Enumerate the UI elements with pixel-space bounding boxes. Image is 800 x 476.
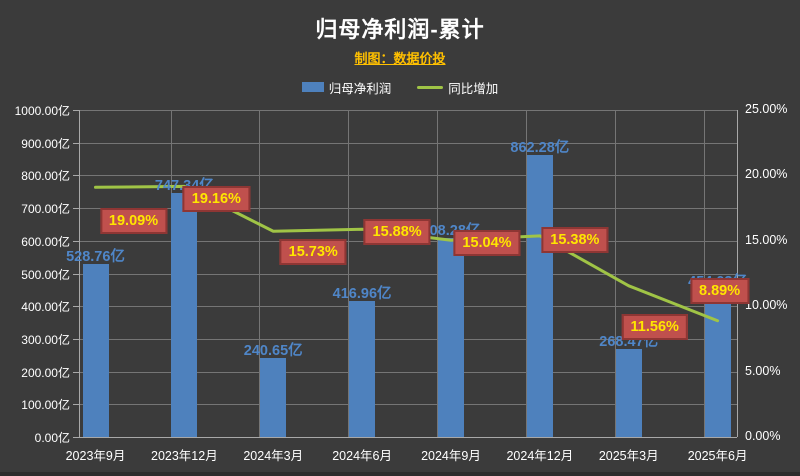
left-axis-label: 800.00亿 bbox=[21, 169, 70, 184]
chart-subtitle: 制图：数据价投 bbox=[0, 48, 800, 67]
vertical-gridline bbox=[437, 110, 439, 437]
left-axis-tick bbox=[73, 142, 80, 144]
bar-value-label: 862.28亿 bbox=[510, 140, 570, 157]
bar bbox=[437, 238, 464, 437]
bar bbox=[171, 192, 198, 437]
bar-series-swatch-icon bbox=[301, 82, 324, 92]
pct-callout-label: 15.88% bbox=[363, 219, 431, 246]
bar bbox=[704, 288, 731, 437]
horizontal-gridline bbox=[80, 273, 737, 275]
x-axis-label: 2025年3月 bbox=[598, 449, 659, 463]
left-axis-label: 200.00亿 bbox=[21, 365, 70, 380]
right-axis-label: 25.00% bbox=[745, 102, 788, 116]
left-axis-tick bbox=[73, 175, 80, 177]
pct-callout-label: 15.73% bbox=[279, 239, 347, 266]
horizontal-gridline bbox=[80, 371, 737, 373]
horizontal-gridline bbox=[80, 175, 737, 177]
right-axis-label: 20.00% bbox=[745, 167, 788, 182]
left-axis-label: 600.00亿 bbox=[21, 234, 70, 249]
bar bbox=[260, 358, 287, 437]
line-series-swatch-icon bbox=[417, 85, 444, 89]
chart-subtitle-text: 制图：数据价投 bbox=[354, 51, 446, 66]
bar bbox=[615, 349, 642, 437]
x-axis-label: 2024年9月 bbox=[421, 449, 481, 463]
left-axis-label: 1000.00亿 bbox=[14, 104, 70, 118]
pct-callout-label: 15.38% bbox=[541, 226, 609, 253]
bar bbox=[526, 155, 553, 437]
vertical-gridline bbox=[170, 110, 172, 437]
horizontal-gridline bbox=[80, 208, 737, 210]
left-axis-label: 500.00亿 bbox=[21, 267, 70, 282]
vertical-gridline bbox=[259, 110, 261, 437]
left-axis-tick bbox=[73, 110, 80, 111]
legend-label-net-profit: 归母净利润 bbox=[328, 81, 392, 96]
left-axis-tick bbox=[73, 404, 80, 406]
right-axis-line bbox=[737, 110, 738, 437]
pct-callout-label: 8.89% bbox=[690, 277, 750, 304]
legend-label-yoy-growth: 同比增加 bbox=[448, 81, 499, 96]
x-axis-label: 2025年6月 bbox=[687, 449, 748, 463]
left-axis-label: 100.00亿 bbox=[21, 398, 70, 413]
left-axis-tick bbox=[73, 240, 80, 242]
legend-item-net-profit: 归母净利润 bbox=[301, 78, 392, 97]
pct-callout-label: 11.56% bbox=[621, 313, 688, 340]
left-axis-tick bbox=[73, 338, 80, 340]
horizontal-gridline bbox=[80, 306, 737, 308]
right-axis-label: 0.00% bbox=[745, 429, 781, 443]
vertical-gridline bbox=[525, 110, 527, 437]
vertical-gridline bbox=[703, 110, 705, 437]
x-axis-label: 2023年12月 bbox=[151, 449, 218, 463]
pct-callout-label: 15.04% bbox=[453, 230, 521, 257]
bar-value-label: 528.76亿 bbox=[66, 249, 125, 266]
left-axis-label: 400.00亿 bbox=[21, 300, 70, 315]
left-axis-label: 900.00亿 bbox=[21, 136, 70, 151]
plot-area bbox=[80, 110, 737, 438]
legend: 归母净利润 同比增加 bbox=[0, 78, 800, 96]
right-axis-label: 5.00% bbox=[745, 363, 781, 378]
left-axis-tick bbox=[73, 208, 80, 210]
vertical-gridline bbox=[348, 110, 350, 437]
left-axis-tick bbox=[73, 371, 80, 373]
x-axis-label: 2023年9月 bbox=[65, 449, 126, 463]
horizontal-gridline bbox=[80, 404, 737, 406]
horizontal-gridline bbox=[80, 110, 737, 111]
x-axis-label: 2024年3月 bbox=[243, 449, 304, 463]
bar bbox=[349, 300, 376, 437]
horizontal-gridline bbox=[80, 142, 737, 144]
x-axis-label: 2024年12月 bbox=[506, 449, 574, 463]
bottom-axis-line bbox=[73, 437, 737, 438]
bar bbox=[82, 264, 109, 437]
bar-value-label: 240.65亿 bbox=[243, 343, 303, 360]
chart-title: 归母净利润-累计 bbox=[315, 17, 485, 42]
pct-callout-label: 19.16% bbox=[182, 186, 250, 213]
horizontal-gridline bbox=[80, 338, 737, 340]
bar-value-label: 416.96亿 bbox=[332, 285, 392, 302]
left-axis-label: 0.00亿 bbox=[34, 431, 70, 445]
right-axis-label: 10.00% bbox=[745, 298, 788, 313]
right-axis-label: 15.00% bbox=[745, 232, 788, 247]
yoy-growth-line bbox=[94, 184, 720, 323]
vertical-gridline bbox=[614, 110, 616, 437]
legend-item-yoy-growth: 同比增加 bbox=[417, 78, 498, 97]
left-axis-line bbox=[79, 110, 80, 437]
left-axis-label: 700.00亿 bbox=[21, 202, 70, 217]
pct-callout-label: 19.09% bbox=[99, 208, 168, 235]
left-axis-tick bbox=[73, 273, 80, 275]
left-axis-label: 300.00亿 bbox=[21, 332, 70, 347]
left-axis-tick bbox=[73, 306, 80, 308]
x-axis-label: 2024年6月 bbox=[332, 449, 392, 463]
